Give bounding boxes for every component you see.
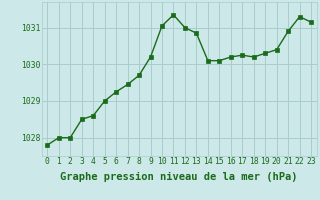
X-axis label: Graphe pression niveau de la mer (hPa): Graphe pression niveau de la mer (hPa): [60, 172, 298, 182]
